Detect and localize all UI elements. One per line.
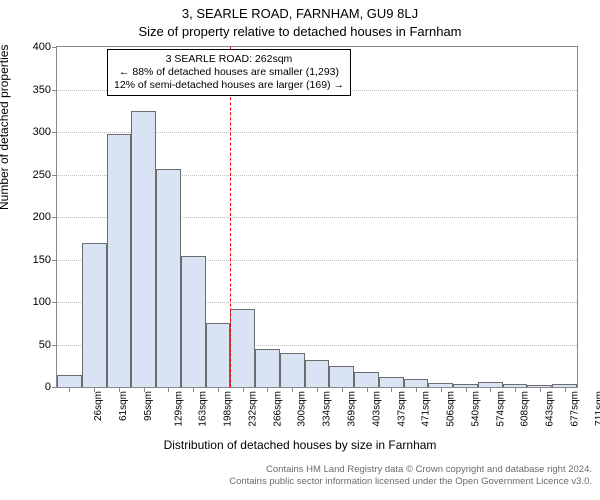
- x-tick-label: 677sqm: [569, 391, 580, 427]
- x-tick-mark: [218, 387, 219, 392]
- x-tick-mark: [144, 387, 145, 392]
- x-tick-mark: [168, 387, 169, 392]
- y-axis-label: Number of detached properties: [0, 45, 11, 210]
- y-tick-label: 100: [33, 296, 57, 308]
- x-tick-label: 403sqm: [371, 391, 382, 427]
- y-tick-label: 200: [33, 211, 57, 223]
- x-tick-label: 163sqm: [198, 391, 209, 427]
- footer-attribution: Contains HM Land Registry data © Crown c…: [229, 464, 592, 489]
- histogram-bar: [107, 134, 132, 387]
- annotation-line1: 3 SEARLE ROAD: 262sqm: [114, 53, 344, 66]
- y-tick-label: 50: [39, 339, 57, 351]
- x-tick-mark: [267, 387, 268, 392]
- x-tick-mark: [391, 387, 392, 392]
- x-tick-mark: [317, 387, 318, 392]
- histogram-bar: [206, 323, 231, 387]
- x-tick-label: 95sqm: [143, 391, 154, 421]
- x-tick-label: 334sqm: [322, 391, 333, 427]
- y-tick-label: 0: [45, 381, 57, 393]
- histogram-bar: [280, 353, 305, 387]
- y-tick-label: 250: [33, 169, 57, 181]
- annotation-line2: ← 88% of detached houses are smaller (1,…: [114, 66, 344, 79]
- annotation-line3: 12% of semi-detached houses are larger (…: [114, 79, 344, 92]
- x-tick-label: 232sqm: [248, 391, 259, 427]
- x-tick-label: 369sqm: [347, 391, 358, 427]
- marker-line: [230, 47, 231, 387]
- x-tick-label: 471sqm: [421, 391, 432, 427]
- footer-line2: Contains public sector information licen…: [229, 476, 592, 488]
- histogram-bar: [82, 243, 107, 388]
- annotation-box: 3 SEARLE ROAD: 262sqm ← 88% of detached …: [107, 49, 351, 96]
- x-tick-mark: [515, 387, 516, 392]
- histogram-bar: [131, 111, 156, 387]
- x-tick-mark: [466, 387, 467, 392]
- histogram-bar: [230, 309, 255, 387]
- histogram-bar: [57, 375, 82, 387]
- x-tick-mark: [119, 387, 120, 392]
- x-tick-mark: [94, 387, 95, 392]
- x-tick-label: 608sqm: [520, 391, 531, 427]
- histogram-bar: [354, 372, 379, 387]
- x-tick-label: 643sqm: [545, 391, 556, 427]
- x-tick-mark: [367, 387, 368, 392]
- x-tick-label: 574sqm: [495, 391, 506, 427]
- y-tick-label: 150: [33, 254, 57, 266]
- histogram-bar: [305, 360, 330, 387]
- x-tick-mark: [342, 387, 343, 392]
- x-tick-mark: [193, 387, 194, 392]
- x-tick-label: 198sqm: [223, 391, 234, 427]
- x-tick-label: 540sqm: [470, 391, 481, 427]
- histogram-bar: [255, 349, 280, 387]
- x-tick-mark: [243, 387, 244, 392]
- x-tick-mark: [416, 387, 417, 392]
- x-tick-label: 506sqm: [446, 391, 457, 427]
- x-tick-label: 61sqm: [118, 391, 129, 421]
- x-tick-mark: [69, 387, 70, 392]
- title-address: 3, SEARLE ROAD, FARNHAM, GU9 8LJ: [0, 6, 600, 21]
- x-tick-mark: [540, 387, 541, 392]
- x-tick-label: 26sqm: [93, 391, 104, 421]
- x-tick-mark: [565, 387, 566, 392]
- x-tick-mark: [441, 387, 442, 392]
- y-tick-label: 300: [33, 126, 57, 138]
- x-tick-label: 300sqm: [297, 391, 308, 427]
- histogram-bar: [181, 256, 206, 387]
- x-tick-mark: [490, 387, 491, 392]
- x-tick-label: 711sqm: [593, 391, 600, 426]
- chart-container: 3, SEARLE ROAD, FARNHAM, GU9 8LJ Size of…: [0, 0, 600, 500]
- histogram-bar: [379, 377, 404, 387]
- y-tick-label: 350: [33, 84, 57, 96]
- x-tick-label: 266sqm: [272, 391, 283, 427]
- x-tick-label: 129sqm: [173, 391, 184, 427]
- histogram-bar: [404, 379, 429, 388]
- x-tick-label: 437sqm: [396, 391, 407, 427]
- plot-area: 05010015020025030035040026sqm61sqm95sqm1…: [56, 46, 578, 388]
- footer-line1: Contains HM Land Registry data © Crown c…: [229, 464, 592, 476]
- histogram-bar: [156, 169, 181, 387]
- histogram-bar: [329, 366, 354, 387]
- x-axis-label: Distribution of detached houses by size …: [0, 438, 600, 452]
- x-tick-mark: [292, 387, 293, 392]
- title-subtitle: Size of property relative to detached ho…: [0, 24, 600, 39]
- y-tick-label: 400: [33, 41, 57, 53]
